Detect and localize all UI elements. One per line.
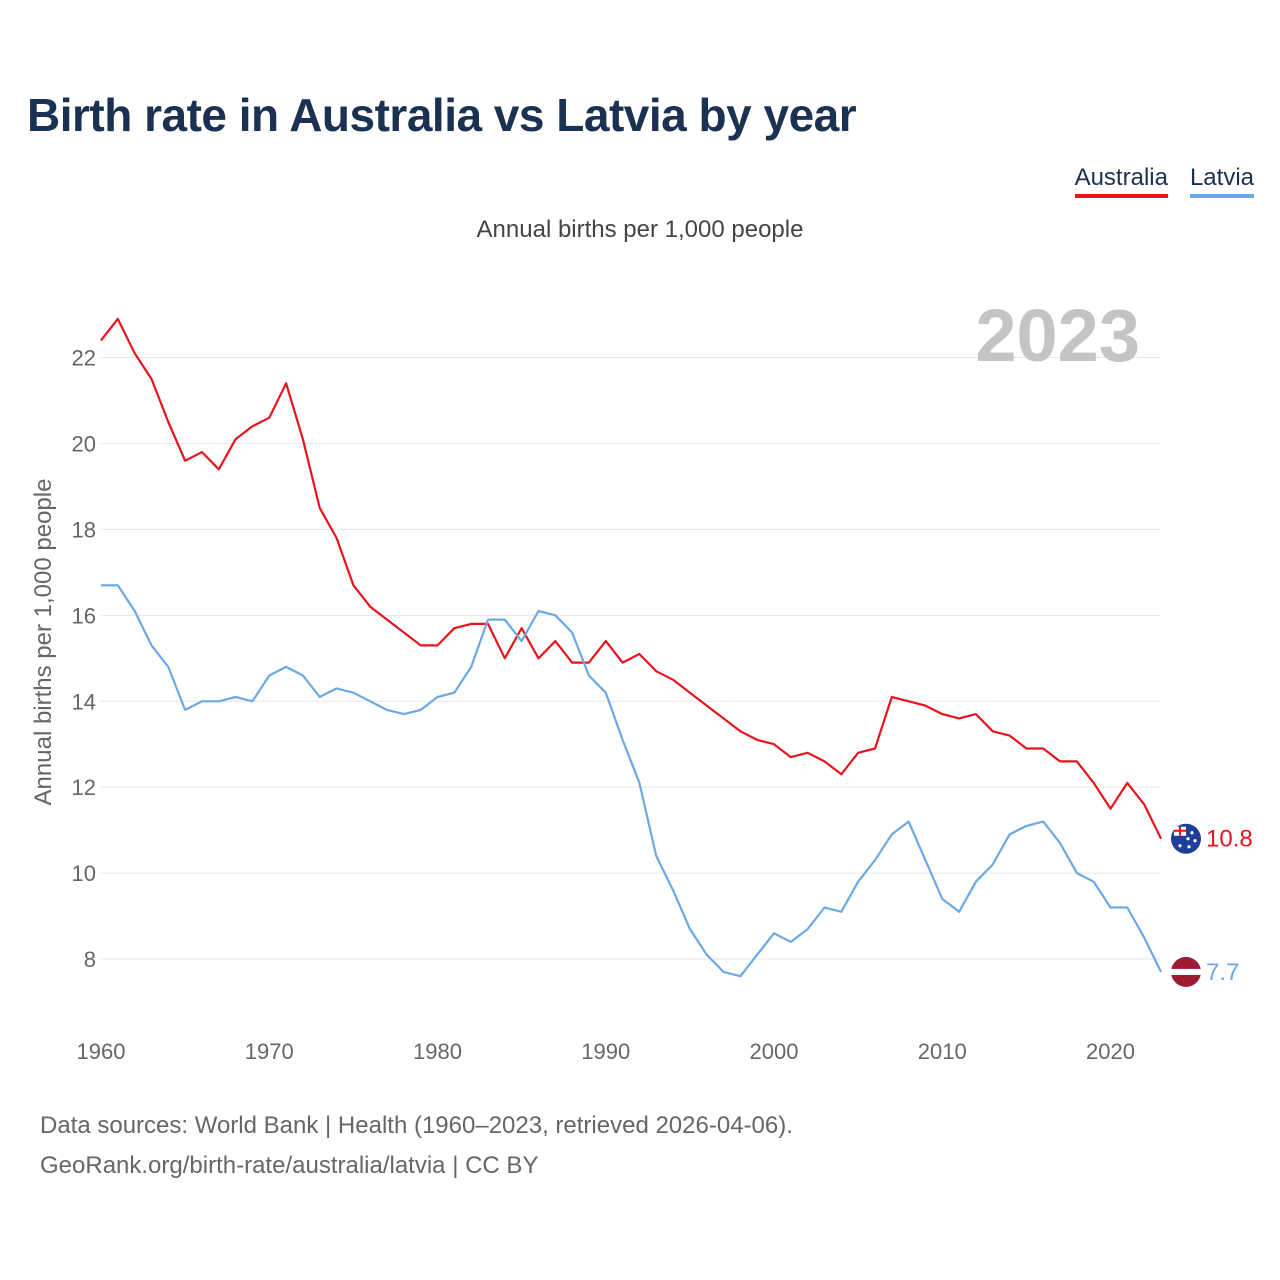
series-line-australia[interactable] <box>100 317 1162 840</box>
legend: Australia Latvia <box>1074 164 1254 198</box>
australia-flag-icon <box>1171 823 1201 854</box>
legend-item-australia[interactable]: Australia <box>1074 164 1168 198</box>
line-chart: 2023 Annual births per 1,000 people 8 10 1… <box>30 294 1253 1064</box>
x-tick-2010: 2010 <box>918 1039 967 1064</box>
chart-title: Birth rate in Australia vs Latvia by yea… <box>27 89 857 141</box>
year-watermark: 2023 <box>975 294 1140 377</box>
gridlines <box>101 357 1161 960</box>
y-tick-22: 22 <box>72 346 96 371</box>
chart-subtitle: Annual births per 1,000 people <box>476 216 804 243</box>
latvia-flag-icon <box>1171 956 1201 987</box>
series-end-markers: 10.8 7.7 <box>1171 823 1253 987</box>
x-tick-1980: 1980 <box>413 1039 462 1064</box>
x-tick-2020: 2020 <box>1086 1039 1135 1064</box>
x-tick-2000: 2000 <box>750 1039 799 1064</box>
y-tick-14: 14 <box>72 689 96 714</box>
footer: Data sources: World Bank | Health (1960–… <box>40 1106 793 1186</box>
y-tick-10: 10 <box>72 861 96 886</box>
y-tick-18: 18 <box>72 517 96 542</box>
y-tick-16: 16 <box>72 603 96 628</box>
series-line-latvia[interactable] <box>101 584 1162 978</box>
x-tick-1960: 1960 <box>77 1039 126 1064</box>
latvia-end-value: 7.7 <box>1206 959 1239 986</box>
y-tick-20: 20 <box>72 431 96 456</box>
data-source-text: Data sources: World Bank | Health (1960–… <box>40 1112 793 1139</box>
legend-item-latvia[interactable]: Latvia <box>1189 164 1254 198</box>
y-tick-labels: 8 10 12 14 16 18 20 22 <box>72 346 96 972</box>
x-tick-labels: 1960 1970 1980 1990 2000 2010 2020 <box>77 1039 1135 1064</box>
y-axis-label: Annual births per 1,000 people <box>30 479 57 806</box>
x-tick-1970: 1970 <box>245 1039 294 1064</box>
x-tick-1990: 1990 <box>581 1039 630 1064</box>
series-lines <box>100 317 1162 978</box>
y-tick-12: 12 <box>72 775 96 800</box>
y-tick-8: 8 <box>84 947 96 972</box>
australia-end-value: 10.8 <box>1206 826 1253 853</box>
attribution-text: GeoRank.org/birth-rate/australia/latvia … <box>40 1152 539 1179</box>
